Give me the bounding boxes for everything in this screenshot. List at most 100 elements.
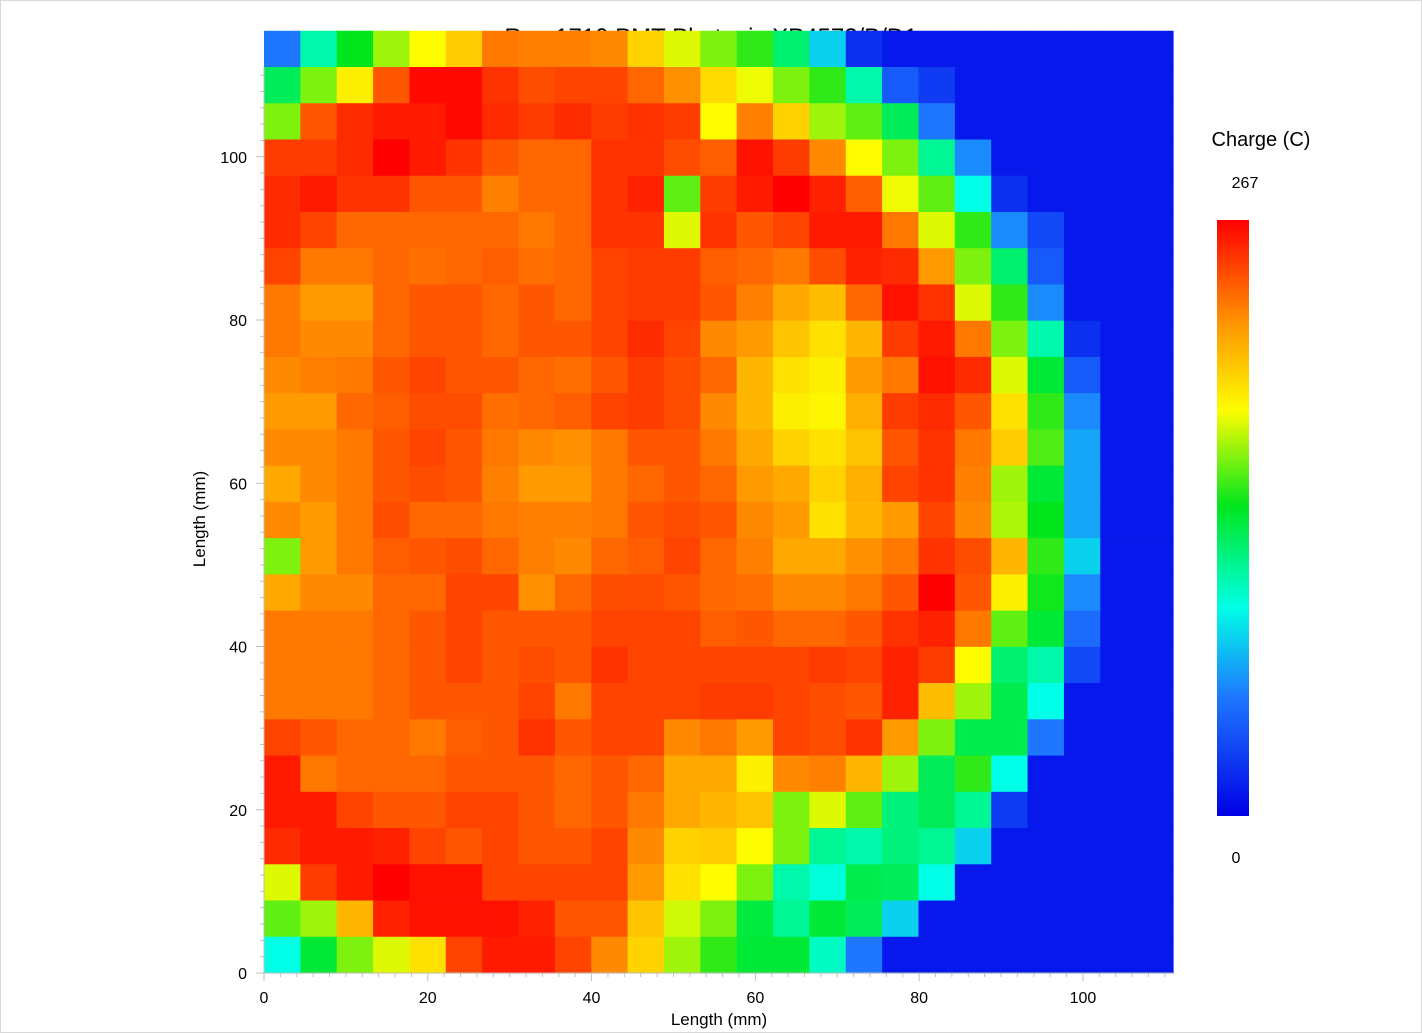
heatmap-cell [591, 175, 629, 213]
heatmap-cell [700, 864, 738, 902]
heatmap-cell [264, 538, 301, 575]
heatmap-cell [954, 719, 992, 757]
heatmap-cell [445, 864, 483, 902]
heatmap-cell [1136, 465, 1174, 503]
heatmap-cell [336, 538, 374, 575]
heatmap-cell [554, 284, 592, 322]
heatmap-cell [627, 864, 665, 902]
heatmap-cell [882, 393, 920, 430]
heatmap-cell [663, 465, 701, 503]
heatmap-cell [1100, 356, 1138, 394]
heatmap-cell [1136, 30, 1174, 68]
heatmap-cell [918, 211, 956, 249]
heatmap-cell [482, 139, 520, 177]
heatmap-cell [773, 356, 810, 394]
heatmap-cell [954, 103, 992, 141]
heatmap-cell [954, 67, 992, 104]
heatmap-cell [554, 429, 592, 467]
heatmap-cell [1027, 646, 1065, 684]
heatmap-cell [918, 646, 956, 684]
heatmap-cell [409, 175, 447, 213]
heatmap-cell [554, 936, 592, 974]
heatmap-cell [991, 538, 1029, 575]
heatmap-cell [773, 175, 810, 213]
heatmap-cell [1100, 501, 1138, 539]
heatmap-cell [773, 139, 810, 177]
heatmap-cell [373, 429, 411, 467]
heatmap-cell [482, 864, 520, 902]
heatmap-cell [845, 864, 883, 902]
heatmap-cell [809, 429, 847, 467]
heatmap-cell [736, 103, 774, 141]
heatmap-cell [373, 501, 411, 539]
heatmap-cell [663, 538, 701, 575]
heatmap-cell [482, 103, 520, 141]
heatmap-cell [591, 864, 629, 902]
heatmap-cell [991, 683, 1029, 720]
heatmap-cell [300, 900, 338, 938]
heatmap-cell [591, 211, 629, 249]
heatmap-cell [882, 211, 920, 249]
heatmap-cell [627, 683, 665, 720]
heatmap-cell [845, 320, 883, 358]
heatmap-cell [264, 900, 301, 938]
heatmap-cell [554, 900, 592, 938]
heatmap-cell [1027, 610, 1065, 648]
heatmap-cell [1027, 103, 1065, 141]
heatmap-cell [809, 864, 847, 902]
heatmap-cell [627, 284, 665, 322]
heatmap-cell [1100, 393, 1138, 430]
heatmap-cell [1027, 683, 1065, 720]
heatmap-cell [482, 900, 520, 938]
heatmap-cell [336, 828, 374, 865]
heatmap-cell [336, 791, 374, 829]
heatmap-cell [918, 248, 956, 286]
colorbar-max-label: 267 [1232, 175, 1259, 192]
heatmap-cell [554, 211, 592, 249]
heatmap-cell [736, 429, 774, 467]
heatmap-cell [518, 67, 556, 104]
heatmap-cell [373, 610, 411, 648]
heatmap-cell [482, 211, 520, 249]
heatmap-cell [1027, 828, 1065, 865]
heatmap-cell [773, 248, 810, 286]
heatmap-cell [482, 356, 520, 394]
heatmap-cell [700, 683, 738, 720]
heatmap-cell [918, 610, 956, 648]
heatmap-cell [773, 211, 810, 249]
heatmap-cell [991, 828, 1029, 865]
heatmap-cell [554, 791, 592, 829]
heatmap-cell [882, 139, 920, 177]
heatmap-cell [373, 103, 411, 141]
heatmap-cell [518, 538, 556, 575]
heatmap-cell [482, 67, 520, 104]
heatmap-cell [882, 103, 920, 141]
heatmap-cell [373, 646, 411, 684]
heatmap-cell [736, 828, 774, 865]
heatmap-cell [773, 864, 810, 902]
heatmap-cell [1063, 646, 1101, 684]
heatmap-cell [700, 755, 738, 793]
heatmap-cell [591, 538, 629, 575]
heatmap-cell [554, 248, 592, 286]
heatmap-cell [700, 30, 738, 68]
heatmap-cell [591, 67, 629, 104]
heatmap-cell [518, 356, 556, 394]
heatmap-cell [445, 465, 483, 503]
heatmap-cell [1063, 103, 1101, 141]
x-axis-label: Length (mm) [671, 1010, 767, 1029]
heatmap-cell [918, 828, 956, 865]
heatmap-cell [482, 501, 520, 539]
heatmap-cell [373, 67, 411, 104]
heatmap-cell [1027, 755, 1065, 793]
heatmap-cell [591, 393, 629, 430]
heatmap-cell [518, 211, 556, 249]
heatmap-cell [736, 755, 774, 793]
heatmap-cell [373, 900, 411, 938]
heatmap-cell [1100, 755, 1138, 793]
heatmap-cell [373, 175, 411, 213]
heatmap-cell [882, 465, 920, 503]
heatmap-cell [300, 139, 338, 177]
heatmap-cell [445, 356, 483, 394]
heatmap-cell [300, 284, 338, 322]
